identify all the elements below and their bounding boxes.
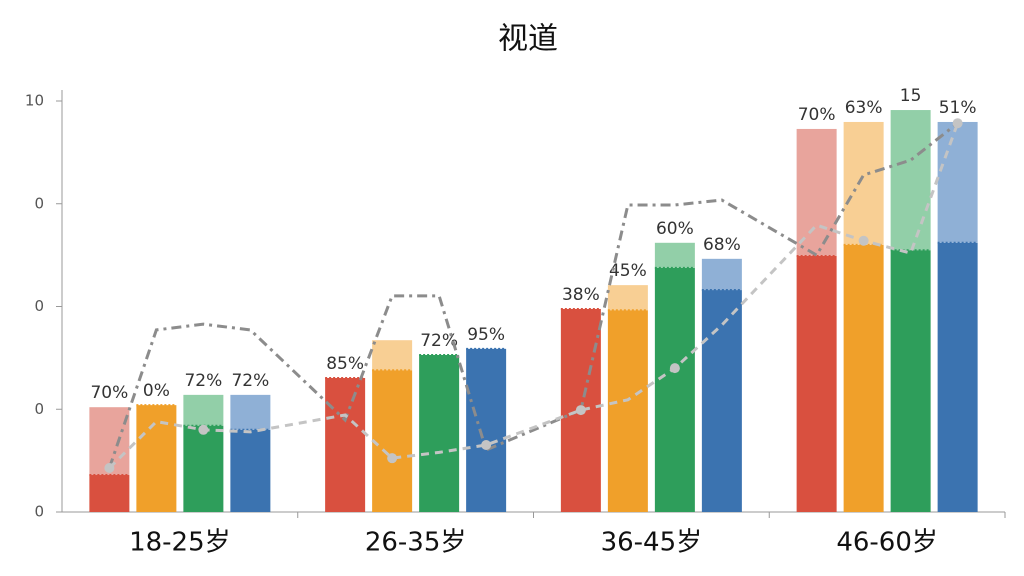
y-tick-label: 0 (34, 194, 44, 212)
trend-point (104, 463, 115, 474)
trend-point (669, 363, 680, 374)
bar (890, 250, 931, 512)
bar-label: 72% (184, 371, 222, 391)
trend-point (575, 405, 586, 416)
bar (230, 429, 271, 512)
trend-point (858, 235, 869, 246)
bar (843, 244, 884, 512)
x-tick-label: 18-25岁 (129, 528, 231, 558)
bar-top (843, 121, 884, 245)
y-tick-label: 0 (34, 297, 44, 315)
bar (701, 290, 742, 512)
bar-label: 15 (900, 86, 922, 106)
bar (372, 370, 413, 512)
bar-label: 70% (798, 105, 836, 125)
bar (607, 310, 648, 512)
bar (419, 354, 460, 512)
y-tick-label: 0 (34, 503, 44, 521)
bar-label: 72% (420, 331, 458, 351)
trend-line (108, 122, 960, 470)
bar (325, 378, 366, 512)
bar-top (701, 258, 742, 291)
trend-point (198, 424, 209, 435)
chart-title: 视道 (498, 22, 558, 57)
trend-point (481, 440, 492, 451)
bar-label: 95% (467, 325, 505, 345)
bar-top (372, 340, 413, 371)
bar-label: 68% (703, 235, 741, 255)
bar-label: 60% (656, 219, 694, 239)
bar-top (183, 394, 224, 426)
trend-line (107, 122, 959, 469)
y-tick-label: 10 (25, 92, 44, 110)
bar-top (796, 128, 837, 256)
x-tick-label: 46-60岁 (836, 528, 938, 558)
bar (136, 405, 177, 512)
bar-label: 38% (562, 285, 600, 305)
bar-label: 70% (90, 383, 128, 403)
bar (796, 255, 837, 512)
bar (466, 348, 507, 512)
bar-label: 0% (143, 381, 170, 401)
bar-top (890, 110, 931, 251)
bar-label: 72% (231, 371, 269, 391)
bar-top (230, 394, 271, 430)
bar-top (607, 285, 648, 311)
bar (89, 475, 130, 512)
bar-label: 45% (609, 261, 647, 281)
bar (183, 425, 224, 512)
bar-top (937, 121, 978, 243)
x-tick-label: 36-45岁 (601, 528, 703, 558)
bar (937, 242, 978, 513)
bar-label: 51% (939, 98, 977, 118)
bar-label: 63% (845, 98, 883, 118)
trend-point (952, 118, 963, 129)
y-tick-label: 0 (34, 400, 44, 418)
bar (654, 267, 695, 512)
bar-label: 85% (326, 354, 364, 374)
bar-top (654, 242, 695, 268)
trend-point (387, 453, 398, 464)
x-tick-label: 26-35岁 (365, 528, 467, 558)
